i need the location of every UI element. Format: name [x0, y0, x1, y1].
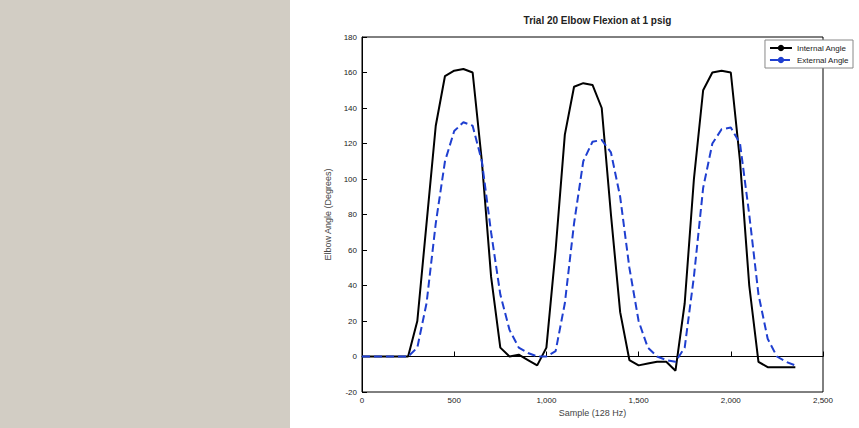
svg-text:External Angle: External Angle — [797, 56, 849, 65]
svg-text:0: 0 — [353, 352, 358, 361]
svg-text:Elbow Angle (Degrees): Elbow Angle (Degrees) — [323, 168, 333, 260]
svg-text:1,000: 1,000 — [536, 396, 557, 405]
svg-text:Internal Angle: Internal Angle — [797, 44, 846, 53]
svg-text:160: 160 — [344, 68, 358, 77]
svg-text:140: 140 — [344, 104, 358, 113]
svg-text:-20: -20 — [345, 388, 357, 397]
svg-text:0: 0 — [360, 396, 365, 405]
svg-text:20: 20 — [348, 317, 357, 326]
svg-text:120: 120 — [344, 139, 358, 148]
svg-text:2,500: 2,500 — [813, 396, 834, 405]
svg-text:500: 500 — [448, 396, 462, 405]
svg-text:60: 60 — [348, 246, 357, 255]
svg-text:Trial 20 Elbow Flexion at 1 ps: Trial 20 Elbow Flexion at 1 psig — [524, 15, 672, 26]
svg-text:Sample (128 Hz): Sample (128 Hz) — [559, 408, 627, 418]
svg-text:80: 80 — [348, 210, 357, 219]
svg-text:1,500: 1,500 — [629, 396, 650, 405]
svg-text:100: 100 — [344, 175, 358, 184]
svg-text:180: 180 — [344, 33, 358, 42]
svg-text:2,000: 2,000 — [721, 396, 742, 405]
svg-text:40: 40 — [348, 281, 357, 290]
